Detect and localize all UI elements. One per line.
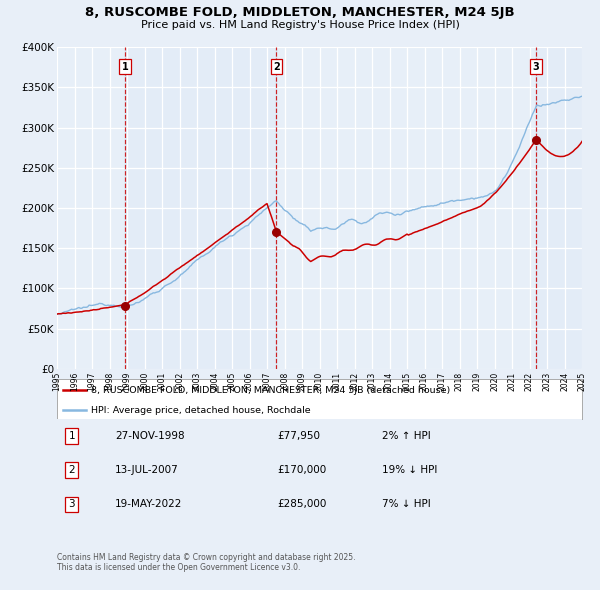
Text: 2% ↑ HPI: 2% ↑ HPI	[383, 431, 431, 441]
Text: 8, RUSCOMBE FOLD, MIDDLETON, MANCHESTER, M24 5JB: 8, RUSCOMBE FOLD, MIDDLETON, MANCHESTER,…	[85, 6, 515, 19]
Bar	[277, 47, 536, 369]
Text: 2018: 2018	[455, 372, 464, 391]
Bar	[536, 47, 582, 369]
Text: 2011: 2011	[332, 372, 341, 391]
Text: 1: 1	[122, 62, 128, 71]
Text: 19-MAY-2022: 19-MAY-2022	[115, 500, 182, 509]
Text: 2001: 2001	[157, 372, 167, 391]
Bar	[125, 47, 277, 369]
Text: 2004: 2004	[210, 372, 219, 391]
Text: £170,000: £170,000	[277, 466, 327, 475]
Text: 27-NOV-1998: 27-NOV-1998	[115, 431, 184, 441]
Text: 19% ↓ HPI: 19% ↓ HPI	[383, 466, 438, 475]
Text: £77,950: £77,950	[277, 431, 320, 441]
Text: Price paid vs. HM Land Registry's House Price Index (HPI): Price paid vs. HM Land Registry's House …	[140, 20, 460, 30]
Text: 2: 2	[68, 466, 75, 475]
Text: 2024: 2024	[560, 372, 569, 391]
Text: 2017: 2017	[437, 372, 446, 391]
Text: £285,000: £285,000	[277, 500, 327, 509]
Text: 1995: 1995	[53, 372, 62, 391]
Text: 2006: 2006	[245, 372, 254, 391]
Text: 1999: 1999	[122, 372, 131, 391]
Text: 2000: 2000	[140, 372, 149, 391]
Text: 1998: 1998	[105, 372, 114, 391]
Text: 3: 3	[68, 500, 75, 509]
Text: HPI: Average price, detached house, Rochdale: HPI: Average price, detached house, Roch…	[91, 407, 311, 415]
Text: 2020: 2020	[490, 372, 499, 391]
Text: Contains HM Land Registry data © Crown copyright and database right 2025.
This d: Contains HM Land Registry data © Crown c…	[57, 553, 355, 572]
Text: 2008: 2008	[280, 372, 289, 391]
Text: 2013: 2013	[367, 372, 377, 391]
Text: 2022: 2022	[525, 372, 534, 391]
Text: 2015: 2015	[403, 372, 412, 391]
Text: 2002: 2002	[175, 372, 184, 391]
Text: 3: 3	[533, 62, 539, 71]
Text: 1: 1	[68, 431, 75, 441]
Text: 2012: 2012	[350, 372, 359, 391]
Text: 2007: 2007	[263, 372, 272, 391]
Text: 1996: 1996	[70, 372, 79, 391]
Text: 7% ↓ HPI: 7% ↓ HPI	[383, 500, 431, 509]
Text: 2009: 2009	[298, 372, 307, 391]
Text: 2021: 2021	[508, 372, 517, 391]
Text: 8, RUSCOMBE FOLD, MIDDLETON, MANCHESTER, M24 5JB (detached house): 8, RUSCOMBE FOLD, MIDDLETON, MANCHESTER,…	[91, 386, 451, 395]
Text: 2019: 2019	[473, 372, 482, 391]
Text: 13-JUL-2007: 13-JUL-2007	[115, 466, 179, 475]
Text: 2005: 2005	[227, 372, 236, 391]
Text: 2014: 2014	[385, 372, 394, 391]
Text: 2025: 2025	[577, 372, 587, 391]
Text: 2023: 2023	[542, 372, 551, 391]
Text: 2003: 2003	[193, 372, 202, 391]
Text: 1997: 1997	[88, 372, 97, 391]
Text: 2: 2	[273, 62, 280, 71]
Text: 2016: 2016	[420, 372, 429, 391]
Bar	[57, 47, 125, 369]
Text: 2010: 2010	[315, 372, 324, 391]
